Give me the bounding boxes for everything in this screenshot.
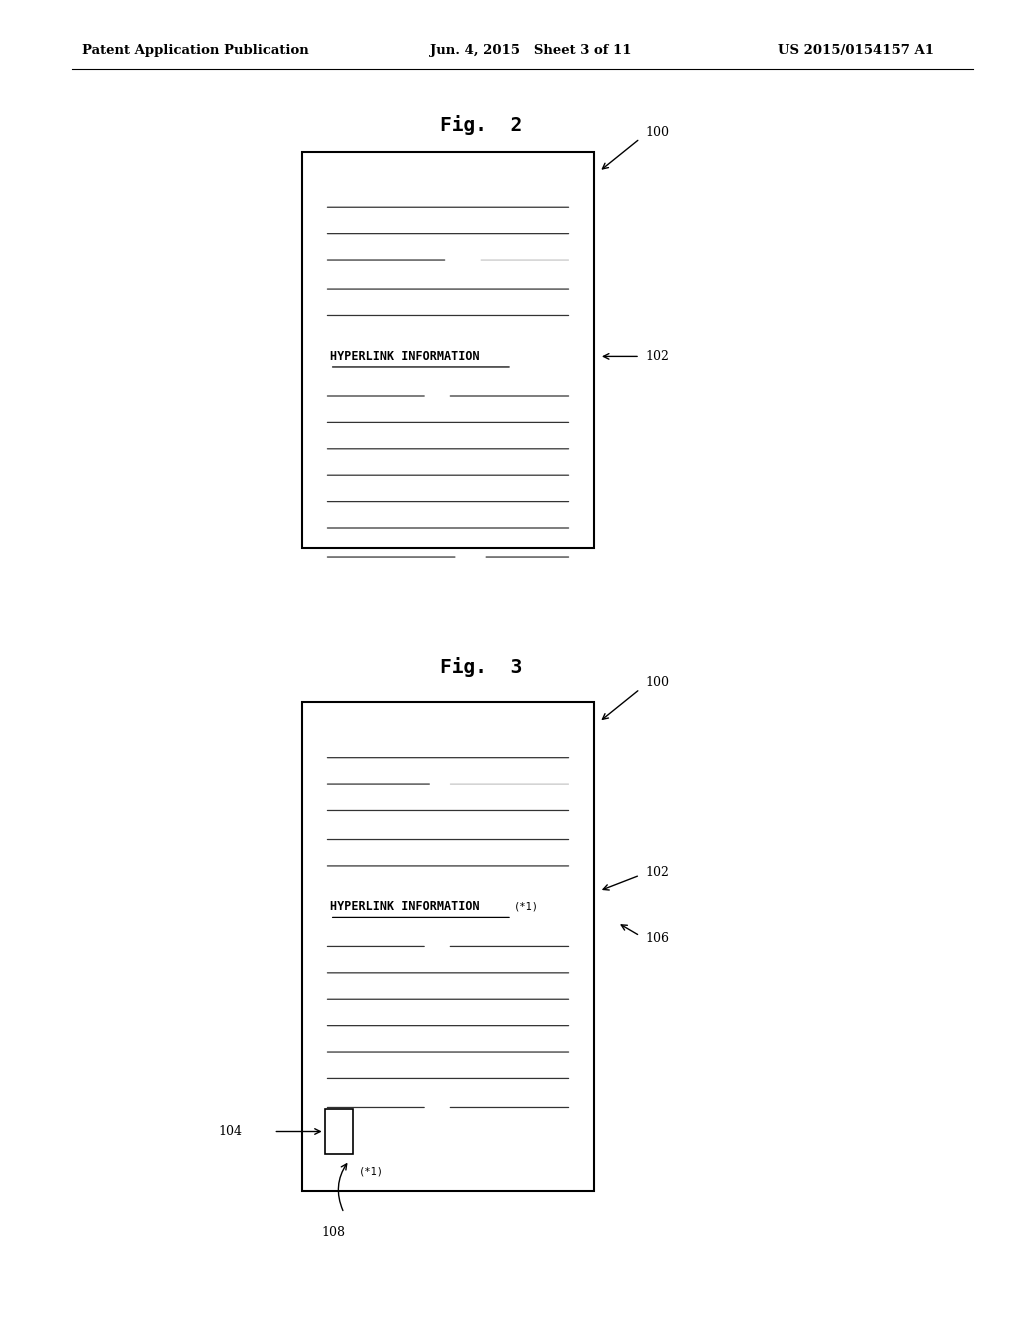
Text: 102: 102 <box>645 866 669 879</box>
Text: 100: 100 <box>645 125 669 139</box>
Text: Fig.  2: Fig. 2 <box>440 115 522 136</box>
Text: US 2015/0154157 A1: US 2015/0154157 A1 <box>778 44 934 57</box>
Bar <box>302 702 594 1191</box>
Text: 102: 102 <box>645 350 669 363</box>
Text: 108: 108 <box>322 1226 346 1239</box>
Bar <box>302 152 594 548</box>
Text: 106: 106 <box>645 932 669 945</box>
Text: Fig.  3: Fig. 3 <box>440 656 522 677</box>
Text: Patent Application Publication: Patent Application Publication <box>82 44 308 57</box>
Bar <box>325 1109 353 1154</box>
Text: HYPERLINK INFORMATION: HYPERLINK INFORMATION <box>330 900 479 913</box>
Text: Jun. 4, 2015   Sheet 3 of 11: Jun. 4, 2015 Sheet 3 of 11 <box>430 44 632 57</box>
Text: (*1): (*1) <box>514 902 539 912</box>
Text: 104: 104 <box>219 1125 243 1138</box>
Text: 100: 100 <box>645 676 669 689</box>
Text: (*1): (*1) <box>358 1167 383 1177</box>
Text: HYPERLINK INFORMATION: HYPERLINK INFORMATION <box>330 350 479 363</box>
